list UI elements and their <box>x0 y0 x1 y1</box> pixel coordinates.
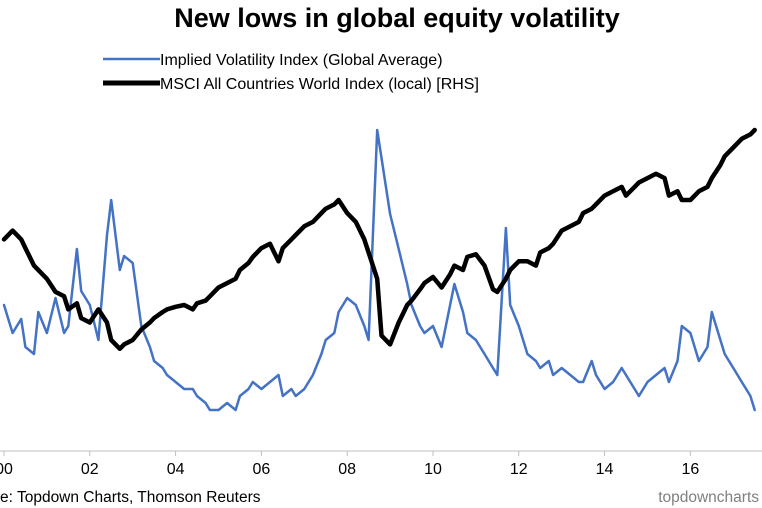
x-tick-label: 00 <box>0 461 13 478</box>
chart-title: New lows in global equity volatility <box>174 3 620 33</box>
x-tick-label: 14 <box>596 461 614 478</box>
legend: Implied Volatility Index (Global Average… <box>103 52 479 93</box>
brand-watermark: topdowncharts <box>658 489 759 506</box>
series-line-msci <box>1 127 757 352</box>
x-tick-label: 08 <box>338 461 356 478</box>
x-tick-label: 16 <box>681 461 699 478</box>
source-note: e: Topdown Charts, Thomson Reuters <box>0 489 261 506</box>
x-tick-label: 04 <box>167 461 185 478</box>
x-tick-label: 10 <box>424 461 442 478</box>
series-group <box>1 127 757 412</box>
x-axis-ticks: 00 02 04 06 08 10 12 14 16 <box>0 451 699 478</box>
legend-label-msci: MSCI All Countries World Index (local) [… <box>160 76 479 93</box>
x-tick-label: 06 <box>252 461 270 478</box>
plot-area: 00 02 04 06 08 10 12 14 16 <box>0 127 762 478</box>
legend-label-volatility: Implied Volatility Index (Global Average… <box>160 52 443 69</box>
series-line-volatility <box>2 128 756 412</box>
x-tick-label: 12 <box>510 461 528 478</box>
x-tick-label: 02 <box>81 461 99 478</box>
